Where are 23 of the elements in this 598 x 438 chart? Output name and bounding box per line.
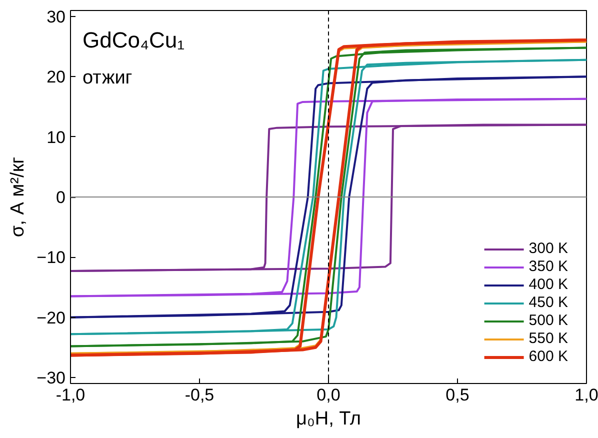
- y-tick-label: 20: [46, 68, 66, 87]
- y-axis-title: σ, А м²/кг: [8, 156, 29, 238]
- x-tick-label: 1,0: [574, 386, 598, 404]
- x-axis-title: μ₀H, Тл: [296, 408, 361, 430]
- x-tick-label: 0,5: [446, 386, 470, 404]
- legend-label: 400 K: [528, 276, 568, 293]
- annotation: отжиг: [82, 68, 132, 88]
- x-tick-label: -0,5: [184, 386, 214, 404]
- y-tick-label: 0: [56, 188, 66, 207]
- legend-label: 500 K: [528, 312, 568, 329]
- x-tick-label: 0,0: [316, 386, 340, 404]
- y-tick-label: −10: [36, 248, 66, 268]
- legend-label: 350 K: [528, 258, 568, 275]
- x-tick-label: -1,0: [56, 386, 86, 404]
- legend-label: 600 K: [528, 348, 568, 365]
- legend-label: 450 K: [528, 294, 568, 311]
- annotation: GdCo₄Cu₁: [82, 28, 184, 52]
- legend-label: 300 K: [528, 240, 568, 257]
- y-tick-label: 30: [46, 8, 66, 27]
- y-tick-label: 10: [46, 128, 66, 147]
- y-tick-label: −30: [36, 368, 66, 388]
- legend-label: 550 K: [528, 330, 568, 347]
- y-tick-label: −20: [36, 308, 66, 328]
